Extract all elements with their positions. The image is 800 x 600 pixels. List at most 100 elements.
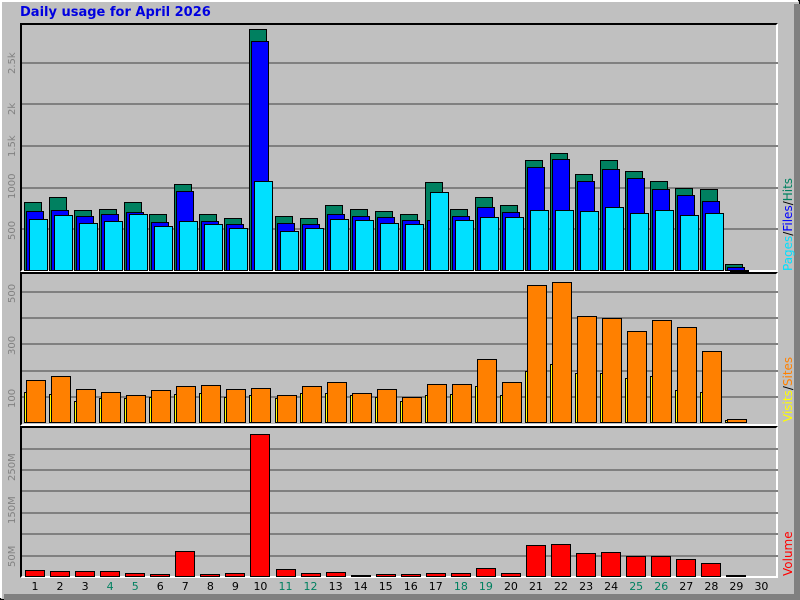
gridline [22, 448, 778, 450]
y-tick-label: 2k [7, 102, 18, 115]
pages-bar [229, 228, 249, 271]
x-tick-label: 18 [453, 580, 468, 593]
pages-bar [504, 217, 524, 271]
gridline [22, 291, 778, 293]
volume-bar [576, 553, 597, 577]
gridline [22, 317, 778, 319]
x-tick-label: 5 [131, 580, 139, 593]
sites-bar [426, 384, 447, 423]
volume-bar [200, 574, 221, 577]
pages-bar [530, 210, 549, 271]
volume-bar [626, 556, 647, 577]
sites-bar [476, 359, 497, 423]
x-tick-label: 3 [81, 580, 89, 593]
volume-plot [20, 426, 778, 578]
gridline [22, 469, 778, 471]
pages-bar [404, 224, 424, 271]
gridline [22, 555, 778, 557]
legend-part: Hits [781, 177, 795, 202]
pages-bar [304, 228, 324, 271]
x-tick-label: 9 [231, 580, 239, 593]
volume-bar [275, 569, 296, 577]
legend-part: Files [781, 205, 795, 232]
volume-bar [425, 573, 446, 577]
sites-bar [351, 393, 372, 423]
legend-part: Volume [781, 531, 795, 576]
legend-volume: Volume [781, 531, 795, 576]
y-tick-label: 50M [7, 545, 18, 567]
pages-bar [655, 210, 675, 271]
sites-bar [552, 282, 573, 423]
sites-bar [677, 327, 698, 423]
sites-bar [652, 320, 673, 423]
y-tick-label: 150M [7, 496, 18, 524]
sites-bar [276, 395, 297, 423]
sites-bar [326, 382, 347, 423]
x-tick-label: 25 [629, 580, 644, 593]
x-tick-label: 8 [206, 580, 214, 593]
volume-bar [350, 575, 371, 577]
pages-bar [429, 192, 449, 271]
sites-bar [602, 318, 623, 423]
volume-bar [25, 570, 45, 577]
volume-bar [175, 551, 196, 577]
pages-bar [680, 215, 700, 271]
frame-shadow-right [794, 4, 800, 600]
volume-bar [701, 563, 722, 577]
volume-bar [475, 568, 496, 577]
x-tick-label: 26 [654, 580, 669, 593]
chart-title: Daily usage for April 2026 [20, 5, 211, 20]
sites-bar [702, 351, 723, 423]
pages-bar [29, 219, 48, 271]
legend-part: / [781, 201, 795, 206]
pages-bar [329, 219, 349, 271]
gridline [22, 145, 778, 147]
pages-bar [129, 214, 149, 271]
volume-bar [225, 573, 246, 577]
x-tick-label: 14 [353, 580, 368, 593]
volume-bar [375, 574, 396, 577]
x-tick-label: 23 [579, 580, 594, 593]
sites-bar [51, 376, 72, 423]
legend-pages-files-hits: Pages/Files/Hits [781, 178, 795, 271]
sites-bar [176, 386, 197, 423]
sites-bar [26, 380, 46, 423]
volume-bar [400, 574, 421, 577]
sites-bar [527, 285, 547, 423]
pages-bar [705, 213, 725, 271]
gridline [22, 533, 778, 535]
x-tick-label: 21 [529, 580, 543, 593]
volume-bar [50, 571, 71, 577]
volume-bar [601, 552, 622, 577]
volume-bar [300, 573, 321, 577]
pages-bar [254, 181, 274, 271]
sites-bar [76, 389, 97, 423]
x-tick-label: 6 [156, 580, 164, 593]
sites-bar [226, 389, 247, 423]
gridline [22, 187, 778, 189]
x-tick-label: 2 [56, 580, 64, 593]
x-tick-label: 16 [403, 580, 418, 593]
volume-bar [551, 544, 572, 577]
x-tick-label: 22 [554, 580, 569, 593]
x-tick-label: 27 [679, 580, 694, 593]
sites-bar [101, 392, 122, 423]
x-tick-label: 24 [604, 580, 619, 593]
pages-bar [79, 223, 99, 271]
sites-bar [501, 382, 522, 423]
sites-bar [727, 419, 748, 423]
y-tick-label: 500 [7, 283, 18, 303]
pages-bar [454, 220, 474, 271]
pages-bar [630, 213, 650, 271]
frame-shadow-bottom [4, 594, 800, 600]
pages-bar [154, 226, 174, 271]
gridline [22, 512, 778, 514]
volume-bar [500, 573, 521, 577]
y-tick-label: 250M [7, 453, 18, 481]
x-tick-label: 7 [181, 580, 189, 593]
volume-bar [325, 572, 346, 577]
volume-bar [676, 559, 697, 577]
pages-bar [54, 215, 74, 271]
x-tick-label: 1 [31, 580, 39, 593]
y-tick-label: 300 [7, 335, 18, 355]
